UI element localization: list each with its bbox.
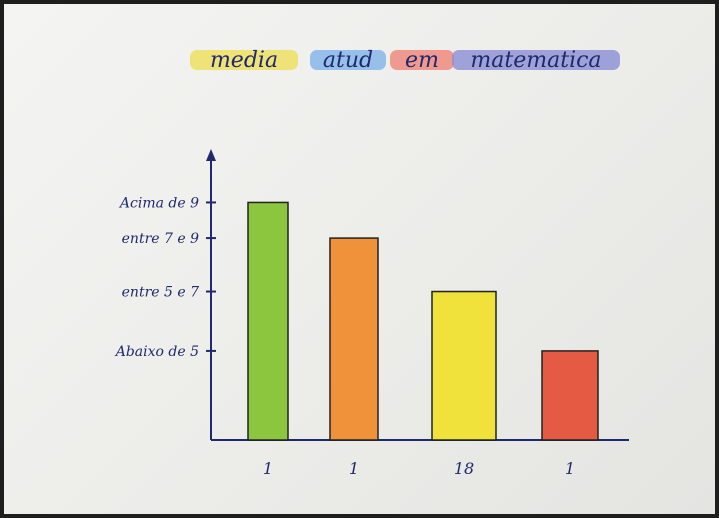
bars-group (247, 201, 599, 441)
title-highlight (190, 50, 298, 70)
bar-chart: media atud em matematica Acima de 9 entre 7 … (114, 48, 629, 478)
title-word: media (210, 48, 278, 73)
x-tick-label: 1 (349, 459, 359, 478)
chart-title: media atud em matematica (190, 48, 620, 73)
y-tick-labels: Acima de 9 entre 7 e 9 entre 5 e 7 Abaixo d… (114, 195, 199, 359)
y-tick-label: Abaixo de 5 (114, 344, 199, 360)
title-highlight (390, 50, 454, 70)
bar (329, 237, 379, 441)
title-word: atud (323, 48, 373, 73)
bar (541, 350, 599, 441)
bar (431, 290, 497, 441)
title-highlight (310, 50, 386, 70)
title-word: matematica (470, 48, 601, 73)
y-tick-label: entre 5 e 7 (122, 285, 199, 301)
y-axis-arrow (206, 149, 216, 161)
x-tick-label: 1 (263, 459, 273, 478)
x-tick-label: 18 (454, 459, 474, 478)
y-tick-label: Acima de 9 (118, 195, 199, 211)
title-word: em (405, 48, 439, 73)
x-tick-label: 1 (565, 459, 575, 478)
title-highlight (452, 50, 620, 70)
y-tick-label: entre 7 e 9 (122, 231, 199, 247)
x-tick-labels: 1 1 18 1 (263, 459, 575, 478)
bar (247, 201, 289, 441)
